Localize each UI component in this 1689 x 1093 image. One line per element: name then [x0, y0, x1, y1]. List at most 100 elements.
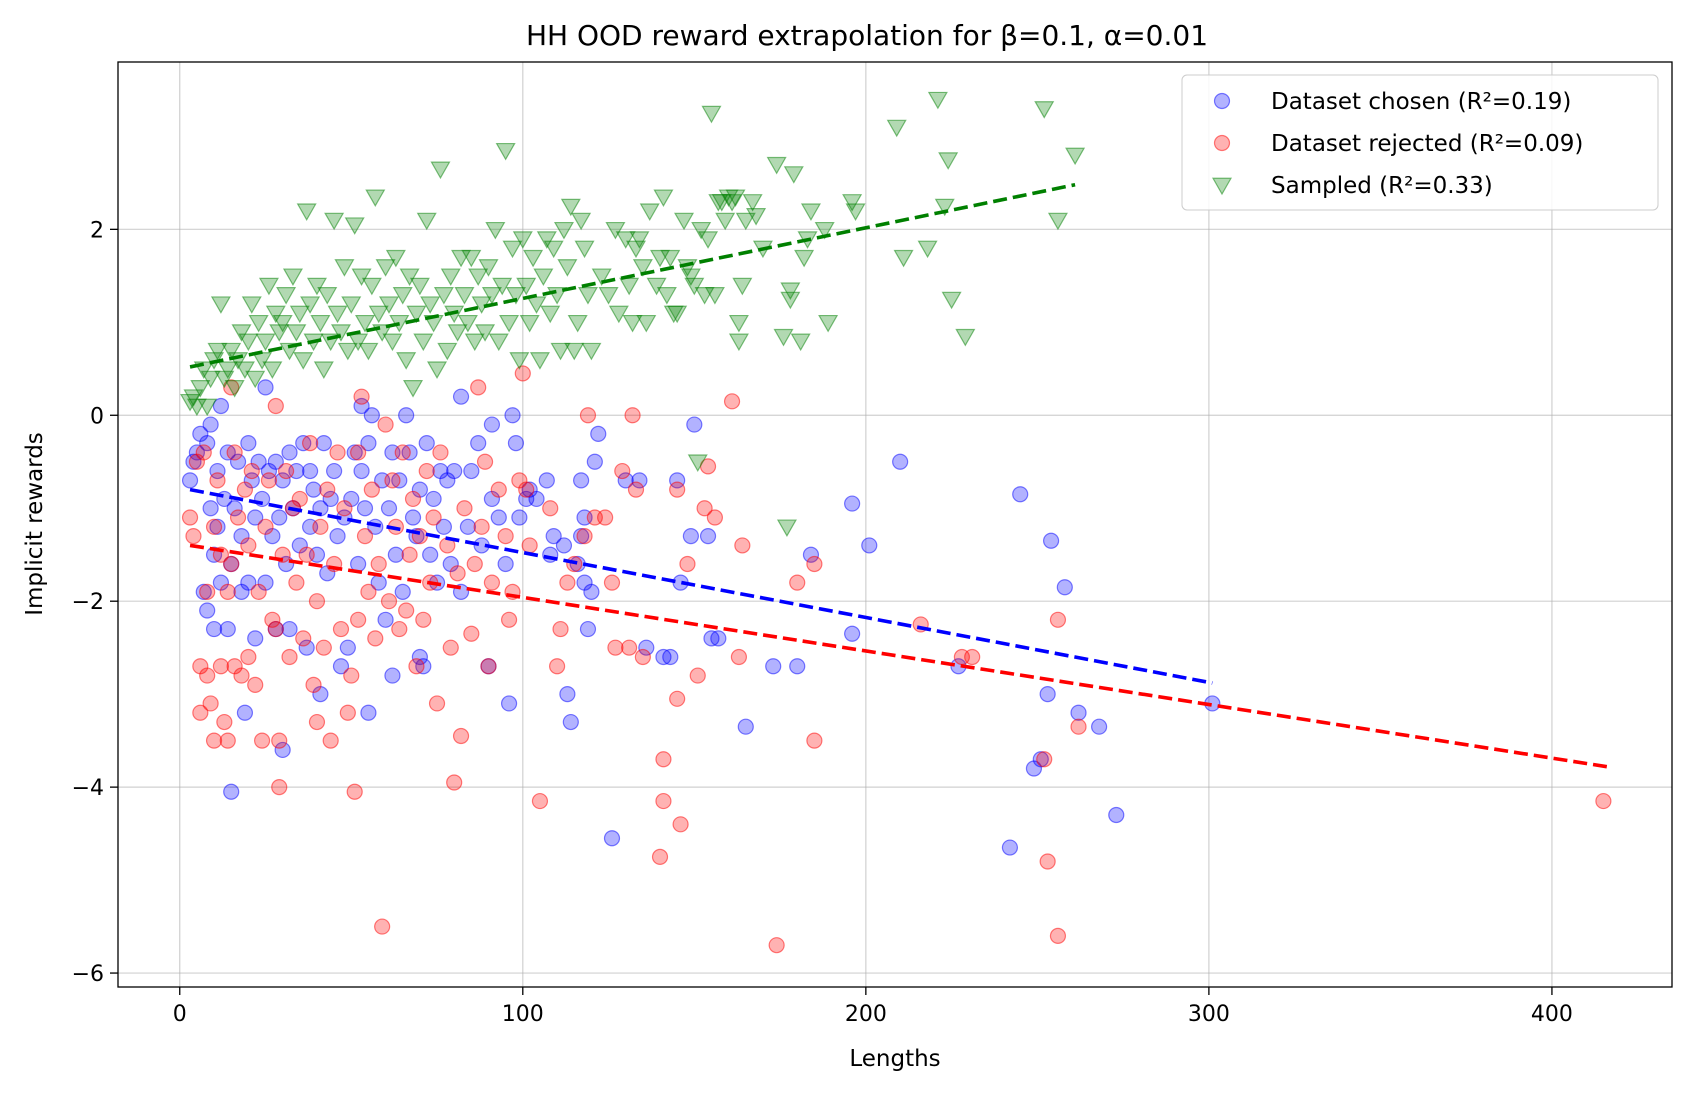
data-point: [420, 296, 441, 314]
data-point: [212, 397, 230, 415]
data-point: [336, 500, 353, 517]
data-point: [794, 249, 815, 268]
data-point: [329, 444, 346, 461]
data-point: [728, 314, 749, 333]
data-point: [293, 352, 314, 370]
data-point: [267, 453, 284, 470]
data-point: [529, 352, 550, 370]
data-point: [267, 620, 284, 638]
data-point: [704, 287, 725, 305]
data-point: [452, 727, 470, 745]
data-point: [350, 611, 367, 628]
data-point: [917, 240, 938, 259]
data-point: [430, 161, 451, 180]
data-point: [622, 314, 643, 333]
data-point: [723, 393, 741, 410]
data-point: [236, 704, 254, 721]
data-point: [295, 435, 312, 452]
data-point: [224, 380, 245, 398]
data-point: [449, 565, 466, 582]
data-point: [669, 472, 686, 489]
data-point: [768, 937, 785, 954]
data-point: [437, 342, 458, 361]
data-point: [579, 620, 597, 638]
data-point: [540, 305, 561, 324]
y-tick-label: −6: [72, 962, 104, 987]
data-point: [507, 435, 525, 452]
data-point: [466, 555, 483, 573]
data-point: [550, 342, 571, 361]
data-point: [776, 519, 797, 538]
data-point: [240, 648, 257, 666]
data-point: [519, 314, 540, 333]
data-point: [262, 361, 283, 379]
data-point: [404, 490, 422, 508]
data-point: [425, 509, 442, 526]
data-point: [682, 528, 699, 545]
data-point: [893, 249, 914, 268]
data-point: [1056, 579, 1073, 596]
data-point: [391, 472, 408, 489]
data-point: [638, 639, 655, 656]
data-point: [464, 333, 485, 352]
x-tick-label: 100: [502, 1002, 544, 1027]
data-point: [346, 783, 363, 800]
data-point: [216, 713, 233, 731]
data-point: [1108, 806, 1125, 824]
data-point: [394, 583, 411, 600]
data-point: [680, 268, 701, 287]
data-point: [742, 194, 763, 212]
data-point: [295, 630, 312, 647]
data-point: [446, 462, 463, 480]
data-point: [655, 648, 672, 666]
data-point: [548, 658, 566, 675]
data-point: [271, 732, 288, 749]
legend-frame: [1181, 74, 1659, 211]
data-point: [291, 490, 308, 508]
data-point: [511, 509, 528, 526]
data-point: [533, 268, 554, 287]
data-point: [247, 676, 264, 693]
data-point: [687, 454, 708, 472]
data-point: [789, 574, 806, 591]
data-point: [639, 203, 660, 221]
data-point: [842, 194, 863, 212]
data-point: [689, 667, 706, 684]
data-point: [634, 648, 651, 666]
data-point: [617, 472, 634, 489]
data-point: [627, 481, 645, 498]
data-point: [649, 249, 671, 268]
data-point: [1065, 147, 1086, 166]
data-point: [380, 500, 398, 517]
data-point: [495, 142, 516, 161]
data-point: [240, 537, 257, 554]
data-point: [353, 462, 370, 480]
data-point: [202, 695, 219, 712]
data-point: [1012, 486, 1029, 503]
data-point: [223, 555, 240, 573]
data-point: [418, 435, 435, 452]
data-point: [485, 221, 506, 240]
data-point: [360, 704, 377, 721]
data-point: [185, 453, 202, 470]
data-point: [673, 212, 695, 231]
data-point: [391, 620, 408, 638]
data-point: [488, 333, 509, 352]
data-point: [385, 249, 406, 268]
data-point: [418, 462, 435, 480]
data-points: [180, 91, 1612, 954]
data-point: [598, 287, 619, 305]
data-point: [571, 212, 592, 231]
data-point: [706, 509, 724, 526]
data-point: [684, 277, 705, 296]
data-point: [1595, 792, 1612, 810]
data-point: [408, 658, 425, 675]
data-point: [306, 277, 328, 296]
data-point: [765, 658, 782, 675]
data-point: [500, 695, 518, 712]
data-point: [861, 537, 878, 554]
legend-markers: [1211, 92, 1233, 196]
data-point: [463, 462, 480, 480]
data-point: [536, 231, 557, 249]
data-point: [200, 370, 221, 389]
